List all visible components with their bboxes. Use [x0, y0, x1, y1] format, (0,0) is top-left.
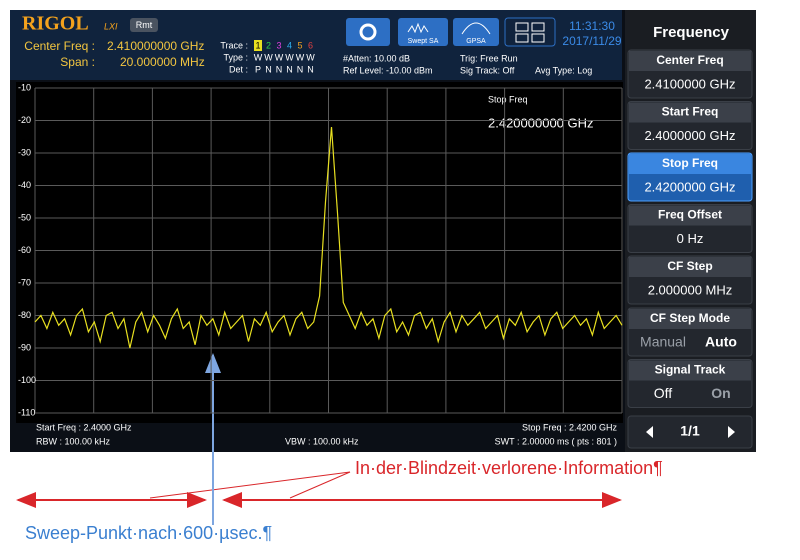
center-freq: 2.410000000 GHz	[107, 39, 204, 53]
marker-value: 2.420000000 GHz	[488, 115, 594, 130]
trace-type: W	[296, 52, 305, 62]
button-label: Swept SA	[408, 38, 439, 45]
y-tick-label: -70	[18, 277, 31, 287]
sweep-point-annotation: Sweep-Punkt·nach·600·µsec.¶	[25, 523, 272, 543]
gear-icon	[359, 23, 377, 41]
y-tick-label: -20	[18, 115, 31, 125]
span: 20.000000 MHz	[120, 55, 205, 69]
brand-sub: LXI	[104, 21, 118, 31]
menu-value: 2.4100000 GHz	[644, 76, 735, 91]
y-tick-label: -100	[18, 375, 36, 385]
trace-number: 4	[287, 40, 292, 50]
trace-number: 6	[308, 40, 313, 50]
trace-type: W	[254, 52, 263, 62]
menu-label-bar	[629, 257, 751, 277]
gpsa-icon	[461, 22, 491, 35]
marker-label: Stop Freq	[488, 94, 528, 104]
trace-number: 2	[266, 40, 271, 50]
trace-number: 1	[255, 40, 260, 50]
page-control	[627, 415, 753, 449]
trace-number: 5	[297, 40, 302, 50]
trace-detector: N	[307, 64, 314, 74]
swept-sa-button[interactable]	[398, 18, 448, 46]
plot-area	[16, 82, 623, 423]
menu-option[interactable]: Off	[654, 385, 673, 401]
swt: SWT : 2.00000 ms ( pts : 801 )	[495, 436, 617, 446]
time: 11:31:30	[569, 19, 615, 33]
trace-number: 3	[276, 40, 281, 50]
menu-label: CF Step Mode	[650, 311, 730, 325]
trace-type: W	[275, 52, 284, 62]
menu-label-bar	[629, 309, 751, 329]
ref-level: Ref Level: -10.00 dBm	[343, 65, 433, 75]
center-freq-label: Center Freq :	[24, 39, 95, 53]
trace-detector: N	[286, 64, 293, 74]
y-tick-label: -50	[18, 212, 31, 222]
trace-detector: N	[276, 64, 283, 74]
trace-highlight	[254, 40, 262, 51]
settings-button[interactable]	[346, 18, 390, 46]
trace-line	[34, 126, 623, 349]
menu-value: 2.4000000 GHz	[644, 128, 735, 143]
prev-page[interactable]	[646, 426, 653, 438]
page-indicator: 1/1	[680, 423, 700, 439]
date: 2017/11/29	[562, 34, 621, 48]
menu-label-bar	[629, 205, 751, 226]
trace-detector: N	[297, 64, 304, 74]
menu-label: Freq Offset	[658, 208, 722, 222]
menu-option[interactable]: On	[711, 385, 730, 401]
trig: Trig: Free Run	[460, 53, 518, 63]
menu-label: Center Freq	[656, 53, 723, 67]
menu-label-bar	[629, 102, 751, 123]
y-tick-label: -40	[18, 180, 31, 190]
lost-info-annotation: In·der·Blindzeit·verlorene·Information¶	[355, 458, 663, 478]
pointer-line	[149, 471, 351, 499]
y-tick-label: -60	[18, 245, 31, 255]
sig-track: Sig Track: Off	[460, 65, 515, 75]
avg-type: Avg Type: Log	[535, 65, 592, 75]
brand: RIGOL	[22, 13, 89, 35]
trace-type: W	[264, 52, 273, 62]
next-page[interactable]	[728, 426, 735, 438]
menu-label: CF Step	[667, 259, 712, 273]
y-tick-label: -10	[18, 82, 31, 92]
y-tick-label: -30	[18, 147, 31, 157]
trace-type: W	[306, 52, 315, 62]
menu-label: Stop Freq	[662, 156, 718, 170]
gpsa-button[interactable]	[453, 18, 499, 46]
trace-type: W	[285, 52, 294, 62]
trace-detector: N	[265, 64, 272, 74]
y-tick-label: -110	[18, 407, 35, 417]
menu-label: Signal Track	[655, 363, 726, 377]
type-label: Type :	[223, 52, 248, 62]
rmt-badge	[130, 18, 158, 32]
y-tick-label: -80	[18, 310, 31, 320]
vbw: VBW : 100.00 kHz	[285, 436, 359, 446]
det-label: Det :	[229, 64, 248, 74]
start-freq: Start Freq : 2.4000 GHz	[36, 422, 132, 432]
menu-label-bar	[629, 154, 751, 174]
menu-label: Start Freq	[662, 105, 719, 119]
rbw: RBW : 100.00 kHz	[36, 436, 111, 446]
swept-icon	[407, 22, 429, 34]
pointer-line	[289, 471, 351, 499]
y-tick-label: -90	[18, 342, 31, 352]
menu-option[interactable]: Auto	[705, 334, 737, 350]
menu-value: 2.4200000 GHz	[644, 179, 735, 194]
atten: #Atten: 10.00 dB	[343, 53, 410, 63]
menu-value: 2.000000 MHz	[648, 282, 733, 297]
menu-label-bar	[629, 360, 751, 381]
menu-option[interactable]: Manual	[640, 334, 686, 350]
layout-button[interactable]	[504, 17, 556, 47]
span-label: Span :	[60, 55, 95, 69]
trace-label: Trace :	[220, 40, 248, 50]
rmt: Rmt	[136, 20, 153, 30]
menu-label-bar	[629, 51, 751, 71]
button-label: GPSA	[466, 38, 486, 45]
trace-detector: P	[255, 64, 261, 74]
stop-freq: Stop Freq : 2.4200 GHz	[522, 422, 618, 432]
menu-title: Frequency	[653, 24, 730, 41]
menu-value: 0 Hz	[677, 231, 704, 246]
